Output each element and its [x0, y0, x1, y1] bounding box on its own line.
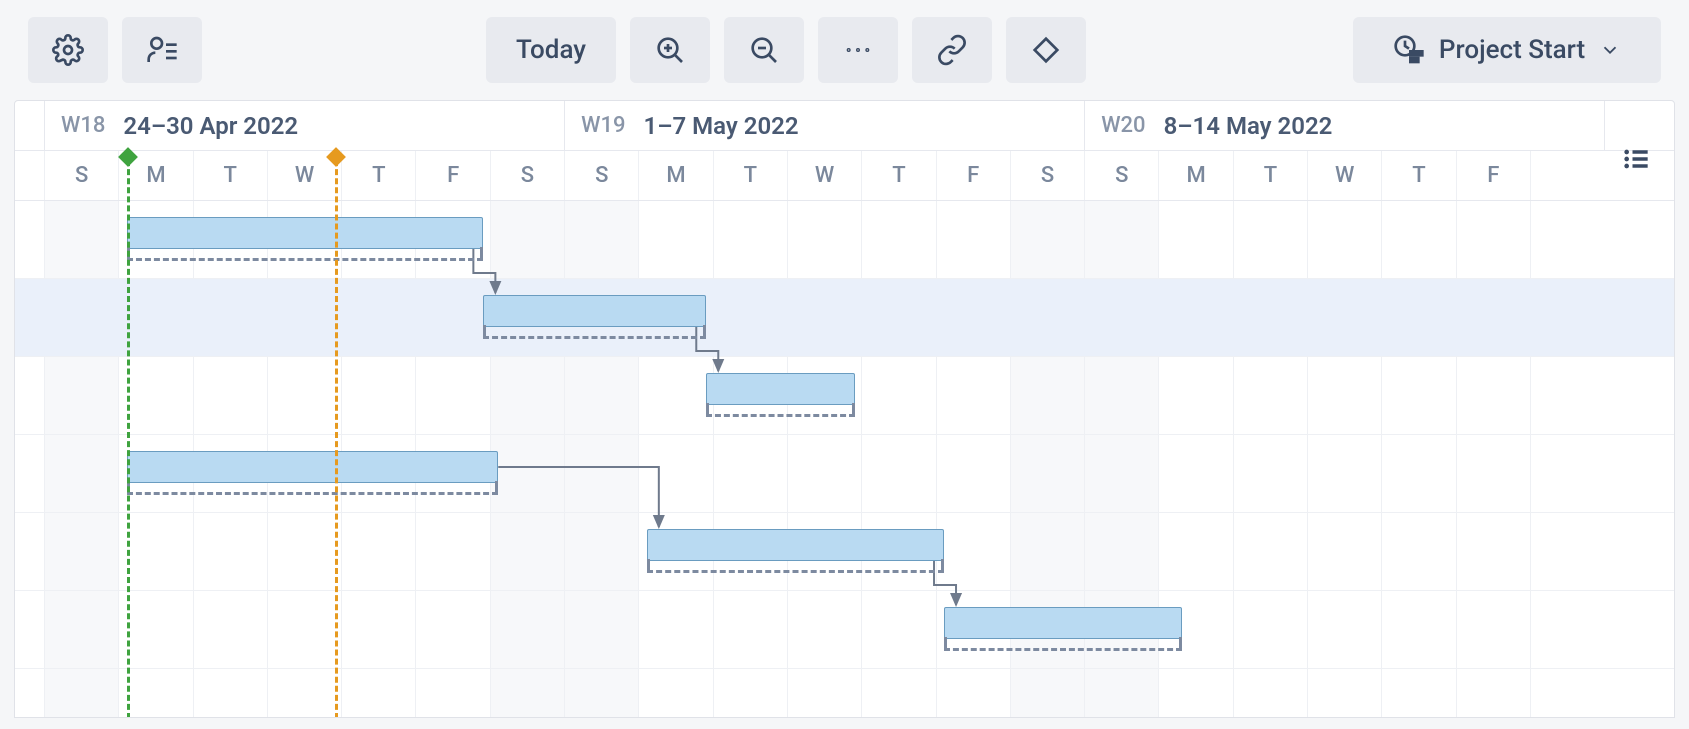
- day-header: W: [1308, 151, 1382, 200]
- people-button[interactable]: [122, 17, 202, 83]
- zoom-out-icon: [748, 34, 780, 66]
- task-bar[interactable]: [647, 529, 944, 561]
- day-header: M: [1159, 151, 1233, 200]
- more-button[interactable]: [818, 17, 898, 83]
- timeline-header-weeks: W18 24–30 Apr 2022 W19 1–7 May 2022 W20 8–14 …: [15, 101, 1674, 151]
- list-icon: [1622, 145, 1650, 173]
- project-start-label: Project Start: [1439, 35, 1585, 65]
- day-header: T: [342, 151, 416, 200]
- day-header: T: [862, 151, 936, 200]
- task-bar[interactable]: [944, 607, 1182, 639]
- zoom-out-button[interactable]: [724, 17, 804, 83]
- dots-icon: [842, 34, 874, 66]
- project-start-dropdown[interactable]: Project Start: [1353, 17, 1661, 83]
- day-header: T: [1234, 151, 1308, 200]
- day-header: W: [788, 151, 862, 200]
- people-icon: [146, 34, 178, 66]
- timeline-header-days: SMTWTFSSMTWTFSSMTWTF: [15, 151, 1674, 201]
- toolbar: Today Project Start: [0, 0, 1689, 100]
- week-number: W20: [1101, 113, 1145, 138]
- day-header: T: [1382, 151, 1456, 200]
- task-bar[interactable]: [127, 217, 484, 249]
- day-header: S: [491, 151, 565, 200]
- day-header: S: [1085, 151, 1159, 200]
- week-range: 8–14 May 2022: [1164, 112, 1333, 140]
- day-header: T: [194, 151, 268, 200]
- list-toggle-button[interactable]: [1622, 145, 1650, 177]
- grid-row: [15, 591, 1674, 669]
- task-bar[interactable]: [483, 295, 706, 327]
- gear-icon: [52, 34, 84, 66]
- chevron-down-icon: [1599, 39, 1621, 61]
- task-bar[interactable]: [706, 373, 855, 405]
- week-number: W19: [581, 113, 625, 138]
- week-header: W18 24–30 Apr 2022: [45, 101, 565, 150]
- week-number: W18: [61, 113, 105, 138]
- zoom-in-button[interactable]: [630, 17, 710, 83]
- gantt-body: [15, 201, 1674, 718]
- day-header: F: [416, 151, 490, 200]
- week-range: 1–7 May 2022: [643, 112, 798, 140]
- day-header: T: [714, 151, 788, 200]
- zoom-in-icon: [654, 34, 686, 66]
- day-header: S: [45, 151, 119, 200]
- settings-button[interactable]: [28, 17, 108, 83]
- day-header: F: [1457, 151, 1531, 200]
- day-header: M: [639, 151, 713, 200]
- today-label: Today: [516, 35, 586, 65]
- gantt-chart: W18 24–30 Apr 2022 W19 1–7 May 2022 W20 8–14 …: [14, 100, 1675, 718]
- day-header: S: [565, 151, 639, 200]
- task-bar[interactable]: [127, 451, 499, 483]
- week-range: 24–30 Apr 2022: [123, 112, 298, 140]
- today-button[interactable]: Today: [486, 17, 616, 83]
- link-icon: [936, 34, 968, 66]
- milestone-button[interactable]: [1006, 17, 1086, 83]
- link-button[interactable]: [912, 17, 992, 83]
- week-header: W20 8–14 May 2022: [1085, 101, 1605, 150]
- day-header: M: [119, 151, 193, 200]
- day-header: W: [268, 151, 342, 200]
- diamond-icon: [1030, 34, 1062, 66]
- week-header: W19 1–7 May 2022: [565, 101, 1085, 150]
- clock-gantt-icon: [1393, 34, 1425, 66]
- day-header: F: [937, 151, 1011, 200]
- grid-row: [15, 279, 1674, 357]
- grid-row: [15, 669, 1674, 718]
- day-header: S: [1011, 151, 1085, 200]
